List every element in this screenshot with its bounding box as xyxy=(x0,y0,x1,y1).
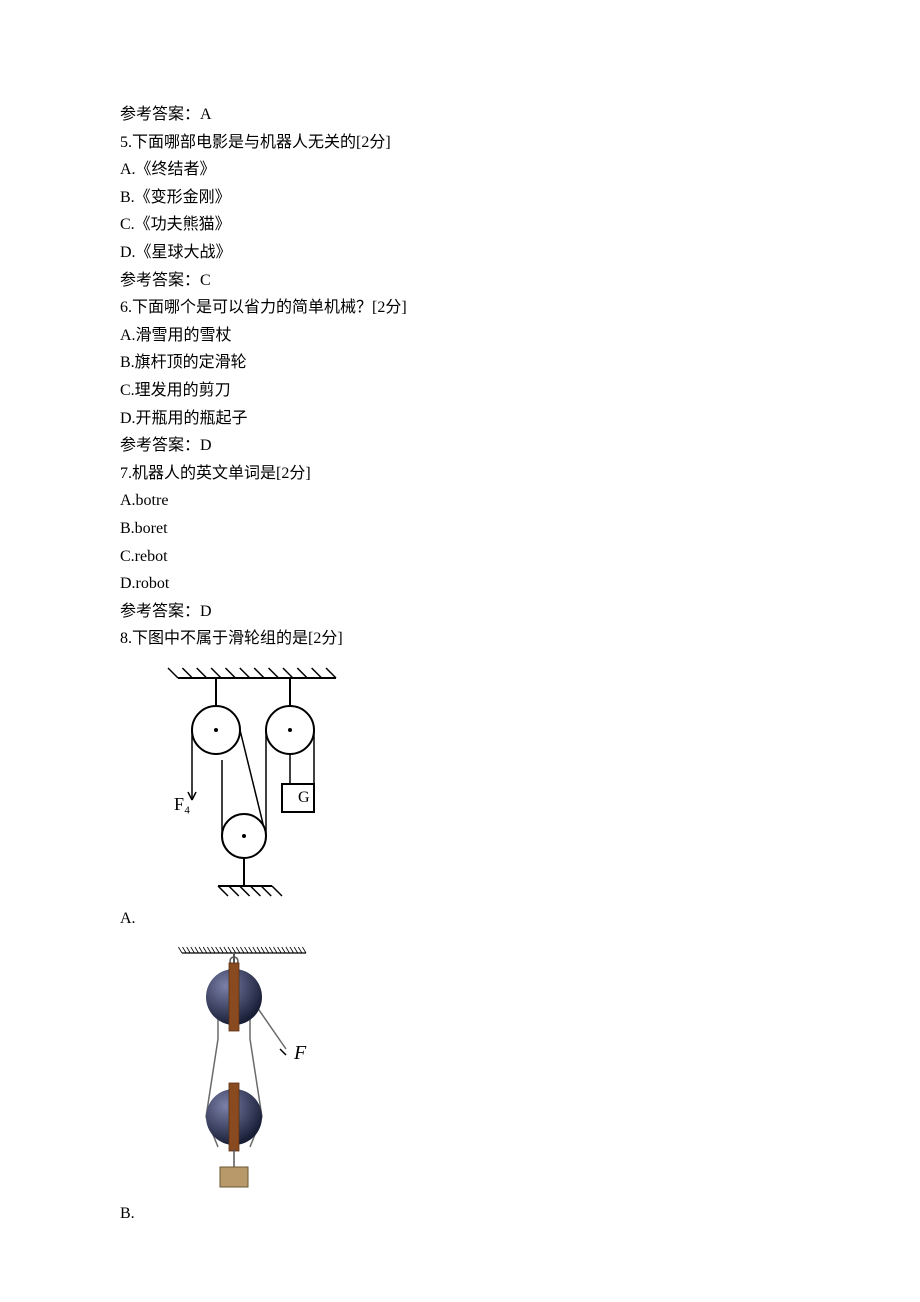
q7-stem: 7.机器人的英文单词是[2分] xyxy=(120,461,800,487)
q6-option-a: A.滑雪用的雪杖 xyxy=(120,323,800,349)
q8-figure-b: F xyxy=(150,939,330,1197)
q5-option-c: C.《功夫熊猫》 xyxy=(120,212,800,238)
q8-stem: 8.下图中不属于滑轮组的是[2分] xyxy=(120,626,800,652)
svg-text:F₄: F₄ xyxy=(174,794,190,814)
q6-option-c: C.理发用的剪刀 xyxy=(120,378,800,404)
q8-option-b: B. xyxy=(120,1201,135,1227)
q5-option-d: D.《星球大战》 xyxy=(120,240,800,266)
q5-answer: 参考答案：C xyxy=(120,268,800,294)
q6-answer: 参考答案：D xyxy=(120,433,800,459)
q8-option-a: A. xyxy=(120,906,136,932)
q7-option-c: C.rebot xyxy=(120,544,800,570)
q7-option-a: A.botre xyxy=(120,488,800,514)
q4-answer-value: A xyxy=(200,106,212,123)
q6-stem: 6.下面哪个是可以省力的简单机械？[2分] xyxy=(120,295,800,321)
q5-answer-value: C xyxy=(200,272,211,289)
q5-stem: 5.下面哪部电影是与机器人无关的[2分] xyxy=(120,130,800,156)
q7-answer-value: D xyxy=(200,603,212,620)
answer-prefix: 参考答案： xyxy=(120,603,200,620)
answer-prefix: 参考答案： xyxy=(120,437,200,454)
q5-option-b: B.《变形金刚》 xyxy=(120,185,800,211)
q8-figure-b-wrap: F xyxy=(150,939,800,1197)
q8-figure-a: F₄ G xyxy=(150,660,340,902)
q7-option-b: B.boret xyxy=(120,516,800,542)
q5-option-a: A.《终结者》 xyxy=(120,157,800,183)
q6-answer-value: D xyxy=(200,437,212,454)
q6-option-b: B.旗杆顶的定滑轮 xyxy=(120,350,800,376)
answer-prefix: 参考答案： xyxy=(120,106,200,123)
q4-answer: 参考答案：A xyxy=(120,102,800,128)
q7-answer: 参考答案：D xyxy=(120,599,800,625)
q8-figure-a-wrap: F₄ G xyxy=(150,660,800,902)
svg-text:F: F xyxy=(293,1042,307,1064)
q7-option-d: D.robot xyxy=(120,571,800,597)
svg-text:G: G xyxy=(298,789,310,806)
answer-prefix: 参考答案： xyxy=(120,272,200,289)
q6-option-d: D.开瓶用的瓶起子 xyxy=(120,406,800,432)
